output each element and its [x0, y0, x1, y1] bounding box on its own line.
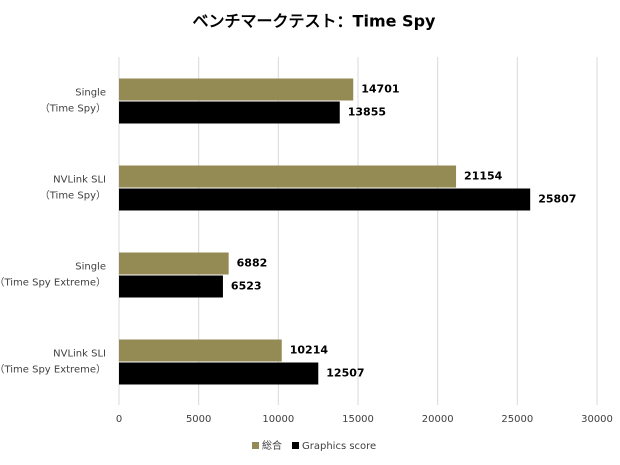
x-tick-label: 0: [116, 414, 122, 425]
y-tick-label: （Time Spy）: [40, 103, 106, 115]
legend-swatch: [292, 442, 299, 449]
value-label: 25807: [538, 193, 576, 206]
x-tick-label: 20000: [422, 414, 454, 425]
y-tick-label: （Time Spy）: [40, 190, 106, 202]
x-tick-label: 10000: [262, 414, 294, 425]
legend-label: 総合: [262, 439, 282, 452]
bar: [119, 101, 340, 124]
bar: [119, 252, 229, 275]
value-label: 13855: [348, 106, 386, 119]
x-tick-label: 15000: [342, 414, 374, 425]
y-tick-label: （Time Spy Extreme）: [0, 277, 106, 289]
value-label: 6523: [231, 280, 262, 293]
value-label: 10214: [290, 344, 329, 357]
bar: [119, 275, 223, 298]
y-tick-label: NVLink SLI: [53, 349, 106, 360]
bar: [119, 78, 354, 101]
legend-swatch: [252, 442, 259, 449]
legend-label: Graphics score: [302, 441, 376, 452]
value-label: 21154: [464, 170, 503, 183]
x-tick-label: 5000: [186, 414, 211, 425]
y-tick-label: Single: [75, 262, 106, 273]
bar: [119, 362, 319, 385]
y-tick-label: NVLink SLI: [53, 175, 106, 186]
y-tick-label: Single: [75, 88, 106, 99]
value-label: 6882: [237, 257, 268, 270]
bar: [119, 339, 282, 362]
bar: [119, 165, 457, 188]
x-tick-label: 30000: [581, 414, 613, 425]
value-label: 12507: [326, 367, 364, 380]
y-tick-label: （Time Spy Extreme）: [0, 364, 106, 376]
chart-title: ベンチマークテスト：Time Spy: [193, 12, 436, 31]
bar: [119, 188, 531, 211]
x-tick-label: 25000: [501, 414, 533, 425]
value-label: 14701: [361, 83, 399, 96]
